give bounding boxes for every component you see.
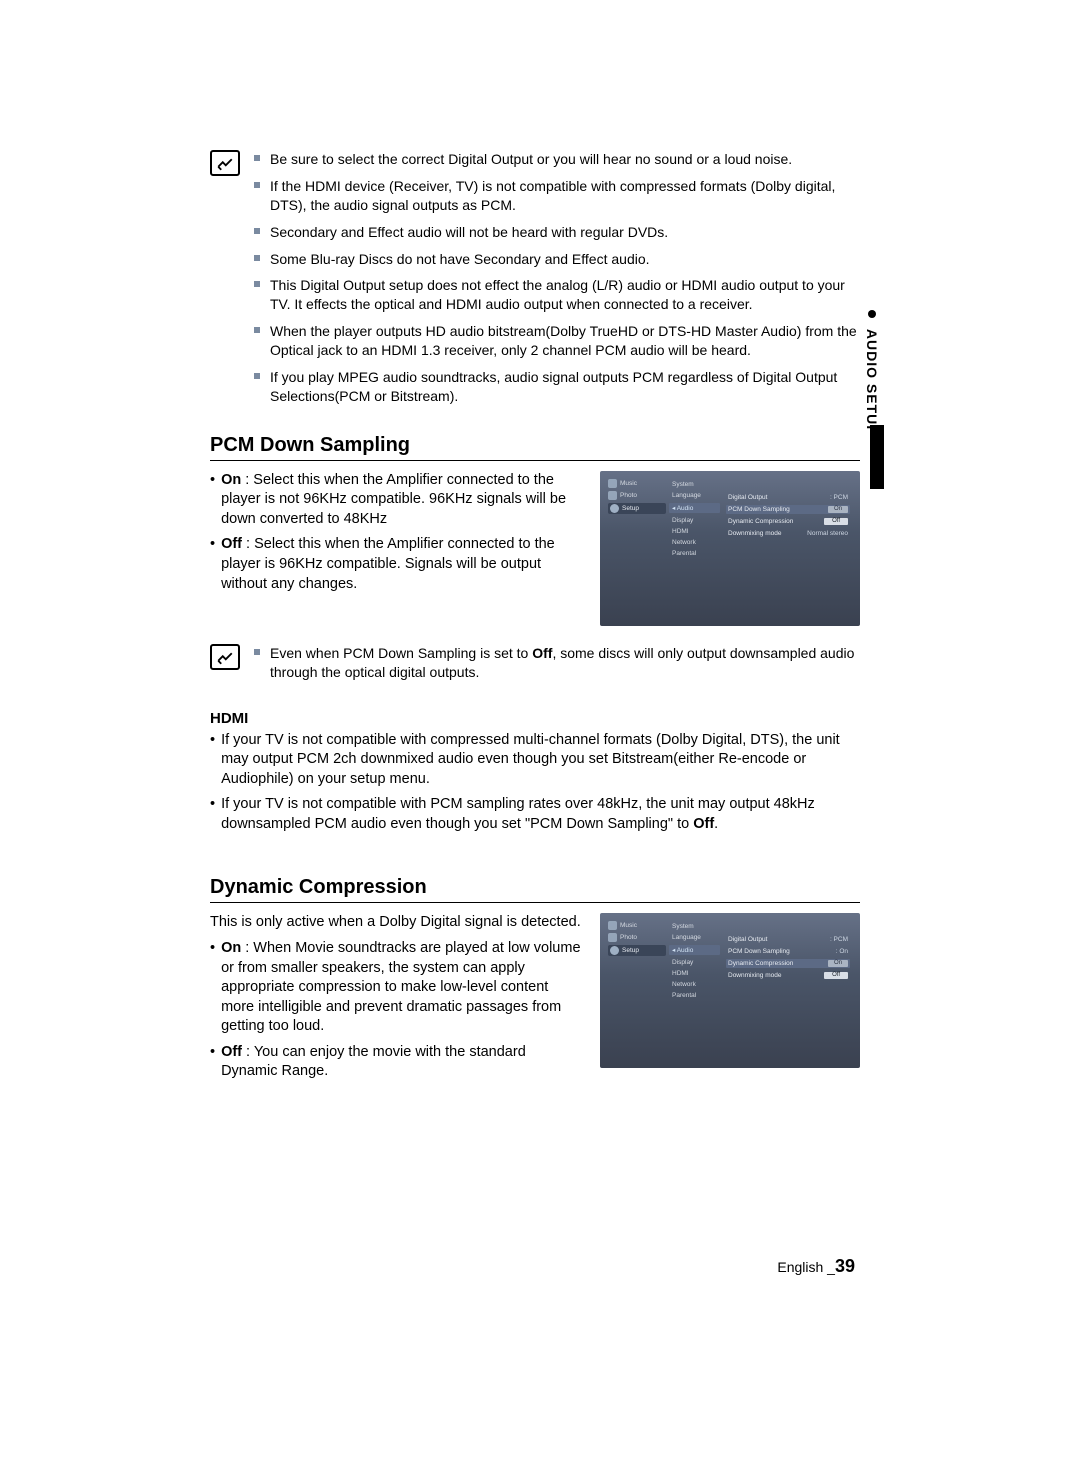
menu-row-label: Dynamic Compression (728, 518, 793, 525)
pcm-on-label: On (221, 472, 241, 488)
hdmi-list: •If your TV is not compatible with compr… (210, 731, 860, 835)
menu-cat: Music (620, 480, 637, 487)
note-list-1: Be sure to select the correct Digital Ou… (254, 150, 860, 414)
side-tab-label: AUDIO SETUP (864, 329, 880, 436)
square-bullet-icon (254, 255, 260, 261)
hdmi-b1: If your TV is not compatible with compre… (221, 731, 860, 790)
menu-option: Off (824, 518, 848, 525)
page-footer: English _39 (777, 1256, 855, 1277)
menu-mid: Audio (677, 505, 694, 512)
menu-dropdown: On (828, 960, 848, 967)
menu-mid: Language (672, 934, 720, 941)
dyn-on-label: On (221, 940, 241, 956)
menu-mid: Network (672, 981, 720, 988)
menu-cat: Setup (622, 947, 639, 954)
page-number: 39 (835, 1256, 855, 1276)
gear-icon (610, 946, 619, 955)
note-box-2: Even when PCM Down Sampling is set to Of… (210, 644, 860, 690)
square-bullet-icon (254, 649, 260, 655)
dyn-off-label: Off (221, 1044, 242, 1060)
menu-row-value: Normal stereo (807, 530, 848, 537)
dyn-text: This is only active when a Dolby Digital… (210, 913, 582, 1088)
menu-mid: Network (672, 539, 720, 546)
pcm-off-label: Off (221, 536, 242, 552)
square-bullet-icon (254, 327, 260, 333)
menu-cat: Photo (620, 934, 637, 941)
pcm-on-text: : Select this when the Amplifier connect… (221, 472, 566, 527)
menu-mid: Parental (672, 992, 720, 999)
menu-mid: System (672, 481, 720, 488)
note-item: This Digital Output setup does not effec… (270, 276, 860, 314)
dyn-intro: This is only active when a Dolby Digital… (210, 913, 582, 933)
menu-mid: Audio (677, 947, 694, 954)
section-title-dyn: Dynamic Compression (210, 876, 860, 903)
note2-text: Even when PCM Down Sampling is set to Of… (270, 644, 860, 682)
pcm-text: •On : Select this when the Amplifier con… (210, 471, 582, 600)
square-bullet-icon (254, 182, 260, 188)
square-bullet-icon (254, 373, 260, 379)
menu-mid: Display (672, 959, 720, 966)
menu-row-label: PCM Down Sampling (728, 506, 790, 513)
pcm-off-text: : Select this when the Amplifier connect… (221, 536, 555, 591)
menu-mid: HDMI (672, 970, 720, 977)
note-item: If the HDMI device (Receiver, TV) is not… (270, 177, 860, 215)
square-bullet-icon (254, 228, 260, 234)
menu-row-label: Downmixing mode (728, 972, 781, 979)
menu-cat: Music (620, 922, 637, 929)
menu-row-label: PCM Down Sampling (728, 948, 790, 955)
menu-mid: HDMI (672, 528, 720, 535)
menu-row-value: : On (836, 948, 848, 955)
note-box-1: Be sure to select the correct Digital Ou… (210, 150, 860, 414)
dyn-off-text: : You can enjoy the movie with the stand… (221, 1044, 526, 1080)
menu-dropdown: On (828, 506, 848, 513)
menu-mid: Display (672, 517, 720, 524)
sub-title-hdmi: HDMI (210, 710, 860, 727)
menu-screenshot-pcm: Music Photo Setup System Language ◂ Audi… (600, 471, 860, 626)
section-title-pcm: PCM Down Sampling (210, 434, 860, 461)
menu-cat: Setup (622, 505, 639, 512)
page-content: Be sure to select the correct Digital Ou… (210, 150, 860, 1088)
note-item: Be sure to select the correct Digital Ou… (270, 150, 792, 169)
menu-mid: Language (672, 492, 720, 499)
square-bullet-icon (254, 281, 260, 287)
side-tab-dot (868, 310, 876, 318)
menu-screenshot-dyn: Music Photo Setup System Language ◂ Audi… (600, 913, 860, 1068)
music-icon (608, 921, 617, 930)
side-tab-bar (870, 425, 884, 489)
music-icon (608, 479, 617, 488)
photo-icon (608, 933, 617, 942)
note-item: Secondary and Effect audio will not be h… (270, 223, 668, 242)
menu-mid: System (672, 923, 720, 930)
menu-mid: Parental (672, 550, 720, 557)
menu-row-value: : PCM (830, 936, 848, 943)
menu-option: Off (824, 972, 848, 979)
footer-lang: English (777, 1259, 823, 1275)
menu-row-value: : PCM (830, 494, 848, 501)
note-icon (210, 644, 240, 670)
dyn-on-text: : When Movie soundtracks are played at l… (221, 940, 580, 1034)
menu-cat: Photo (620, 492, 637, 499)
gear-icon (610, 504, 619, 513)
photo-icon (608, 491, 617, 500)
hdmi-b2: If your TV is not compatible with PCM sa… (221, 795, 860, 834)
note-item: When the player outputs HD audio bitstre… (270, 322, 860, 360)
note-item: If you play MPEG audio soundtracks, audi… (270, 368, 860, 406)
menu-row-label: Downmixing mode (728, 530, 781, 537)
square-bullet-icon (254, 155, 260, 161)
menu-row-label: Dynamic Compression (728, 960, 793, 967)
menu-row-label: Digital Output (728, 936, 767, 943)
menu-row-label: Digital Output (728, 494, 767, 501)
note-icon (210, 150, 240, 176)
note-item: Some Blu-ray Discs do not have Secondary… (270, 250, 650, 269)
